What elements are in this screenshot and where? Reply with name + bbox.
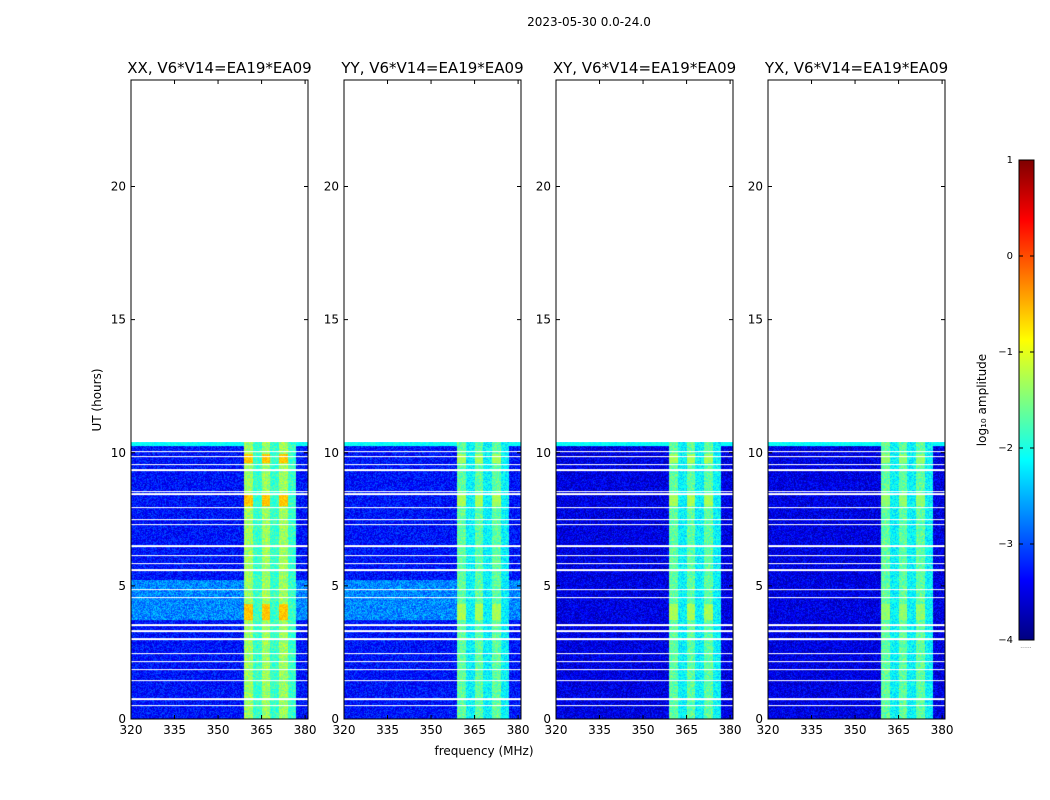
colorbar-ticks: 1 0 −1 −2 −3 −4: [998, 155, 1034, 646]
colorbar-footnote: ......: [1020, 643, 1032, 650]
panel-title: XX, V6*V14=EA19*EA09: [127, 59, 311, 77]
colorbar-gradient: [1018, 159, 1035, 641]
waterfall-heatmap: [768, 442, 945, 720]
y-tick-label: 0: [755, 712, 763, 726]
colorbar-label: log₁₀ amplitude: [975, 354, 989, 446]
y-tick-label: 0: [543, 712, 551, 726]
axes-frame: [130, 79, 309, 720]
panel-1: XX, V6*V14=EA19*EA09 320 335 350 365 380 0 5 10 1…: [111, 59, 317, 737]
colorbar-tick-label: 0: [1007, 251, 1013, 262]
panel-title: XY, V6*V14=EA19*EA09: [553, 59, 736, 77]
y-tick-label: 0: [331, 712, 339, 726]
panel-title: YX, V6*V14=EA19*EA09: [764, 59, 948, 77]
x-tick-label: 335: [800, 723, 823, 737]
x-tick-label: 380: [507, 723, 530, 737]
x-tick-label: 320: [120, 723, 143, 737]
panel-4: YX, V6*V14=EA19*EA09 320 335 350 365 380 0 5 10 1…: [748, 59, 954, 737]
y-tick-label: 20: [748, 180, 763, 194]
x-tick-label: 335: [588, 723, 611, 737]
colorbar-tick-label: −2: [998, 443, 1013, 454]
x-tick-label: 350: [420, 723, 443, 737]
y-tick-label: 15: [324, 313, 339, 327]
y-tick-label: 15: [748, 313, 763, 327]
figure-suptitle: 2023-05-30 0.0-24.0: [527, 15, 651, 29]
x-tick-label: 350: [632, 723, 655, 737]
y-tick-label: 10: [536, 446, 551, 460]
x-tick-label: 365: [887, 723, 910, 737]
x-tick-label: 380: [719, 723, 742, 737]
waterfall-heatmap: [556, 442, 733, 720]
x-tick-label: 365: [250, 723, 273, 737]
axes-frame: [767, 79, 946, 720]
waterfall-heatmap: [131, 442, 308, 720]
x-tick-label: 320: [545, 723, 568, 737]
x-tick-label: 320: [757, 723, 780, 737]
x-tick-label: 380: [294, 723, 317, 737]
y-tick-label: 5: [543, 579, 551, 593]
colorbar: 1 0 −1 −2 −3 −4 log₁₀ amplitude ......: [975, 155, 1035, 650]
panel-2: YY, V6*V14=EA19*EA09 320 335 350 365 380 0 5 10 1…: [324, 59, 530, 737]
x-tick-label: 365: [675, 723, 698, 737]
panel-3: XY, V6*V14=EA19*EA09 320 335 350 365 380 0 5 10 1…: [536, 59, 742, 737]
x-axis-label: frequency (MHz): [434, 744, 533, 758]
y-tick-label: 10: [111, 446, 126, 460]
y-tick-label: 5: [331, 579, 339, 593]
colorbar-tick-label: −4: [998, 635, 1013, 646]
x-tick-label: 350: [844, 723, 867, 737]
y-tick-label: 10: [324, 446, 339, 460]
panels: XX, V6*V14=EA19*EA09 320 335 350 365 380 0 5 10 1…: [111, 59, 954, 737]
colorbar-tick-label: 1: [1007, 155, 1013, 166]
y-axis-label: UT (hours): [90, 368, 104, 431]
x-tick-label: 335: [163, 723, 186, 737]
colorbar-tick-label: −3: [998, 539, 1013, 550]
axes-frame: [343, 79, 522, 720]
y-tick-label: 20: [324, 180, 339, 194]
panel-title: YY, V6*V14=EA19*EA09: [340, 59, 523, 77]
x-tick-label: 320: [333, 723, 356, 737]
y-tick-label: 20: [536, 180, 551, 194]
x-tick-label: 365: [463, 723, 486, 737]
y-tick-label: 5: [755, 579, 763, 593]
y-tick-label: 20: [111, 180, 126, 194]
x-tick-label: 350: [207, 723, 230, 737]
axes-frame: [555, 79, 734, 720]
y-tick-label: 5: [118, 579, 126, 593]
y-tick-label: 0: [118, 712, 126, 726]
y-tick-label: 10: [748, 446, 763, 460]
y-tick-label: 15: [111, 313, 126, 327]
colorbar-tick-label: −1: [998, 347, 1013, 358]
waterfall-heatmap: [344, 442, 521, 720]
x-tick-label: 335: [376, 723, 399, 737]
y-tick-label: 15: [536, 313, 551, 327]
x-tick-label: 380: [931, 723, 954, 737]
